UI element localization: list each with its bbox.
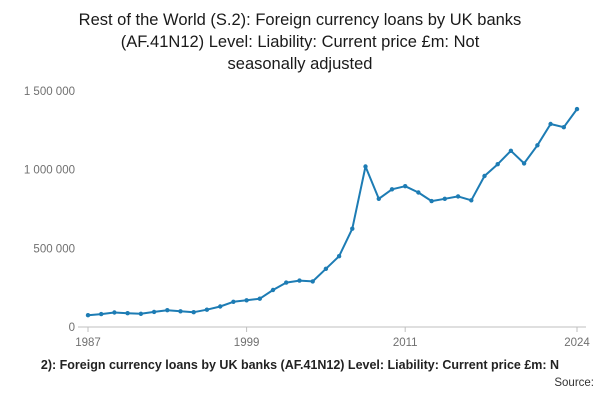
line-chart: 1987 1999 2011 2024 0 500 000 1 000 000 1 500 0…	[24, 86, 591, 349]
chart-title-line-2: (AF.41N12) Level: Liability: Current pri…	[120, 32, 480, 51]
data-point-marker	[403, 184, 408, 189]
data-point-marker	[482, 174, 487, 179]
data-point-marker	[455, 194, 461, 199]
x-tick-label: 1987	[75, 337, 101, 349]
data-point-marker	[416, 190, 421, 195]
chart-title: Rest of the World (S.2): Foreign currenc…	[0, 10, 600, 75]
x-tick-label: 2011	[393, 337, 418, 349]
data-point-marker	[336, 254, 342, 259]
data-point-marker	[244, 298, 249, 303]
chart-title-line-3: seasonally adjusted	[227, 54, 373, 73]
data-point-marker	[151, 309, 157, 315]
data-point-marker	[297, 278, 302, 284]
y-tick-label: 0	[69, 322, 75, 334]
data-point-marker	[231, 299, 236, 305]
data-series-line	[87, 108, 578, 317]
data-point-marker	[204, 307, 210, 313]
data-point-marker	[112, 310, 117, 315]
data-point-marker	[469, 198, 474, 203]
data-point-marker	[521, 161, 527, 166]
x-tick-label: 2024	[564, 337, 590, 349]
footer-caption: 2): Foreign currency loans by UK banks (…	[40, 358, 560, 373]
data-point-marker	[389, 187, 395, 192]
chart-footer: 2): Foreign currency loans by UK banks (…	[0, 358, 600, 389]
data-point-marker	[350, 226, 355, 232]
data-point-marker	[363, 164, 368, 169]
data-point-marker	[191, 310, 196, 315]
data-point-marker	[574, 107, 580, 112]
data-point-marker	[284, 280, 289, 286]
chart-title-line-1: Rest of the World (S.2): Foreign currenc…	[78, 11, 522, 29]
data-point-marker	[535, 143, 540, 148]
y-tick-label: 1 000 000	[24, 165, 75, 177]
data-point-marker	[85, 313, 91, 318]
x-tick-label: 1999	[234, 337, 260, 349]
data-point-marker	[508, 148, 514, 154]
data-point-marker	[495, 162, 500, 167]
data-point-marker	[99, 312, 104, 317]
y-tick-label: 500 000	[33, 244, 75, 256]
data-point-marker	[165, 308, 170, 313]
plot-area: 1987 1999 2011 2024 0 500 000 1 000 000 1 500 0…	[0, 75, 600, 356]
data-point-marker	[429, 199, 434, 204]
data-point-marker	[323, 266, 329, 272]
data-point-marker	[270, 288, 276, 293]
data-point-marker	[376, 196, 381, 202]
data-point-marker	[442, 196, 447, 202]
data-point-marker	[310, 279, 315, 284]
data-point-marker	[125, 311, 130, 316]
data-point-marker	[548, 122, 553, 127]
data-point-marker	[178, 309, 183, 314]
footer-source-label: Source:	[554, 377, 594, 390]
data-point-marker	[257, 296, 262, 302]
y-tick-label: 1 500 000	[24, 86, 75, 98]
data-point-marker	[561, 125, 566, 130]
data-point-marker	[138, 311, 144, 317]
data-point-marker	[218, 304, 223, 309]
